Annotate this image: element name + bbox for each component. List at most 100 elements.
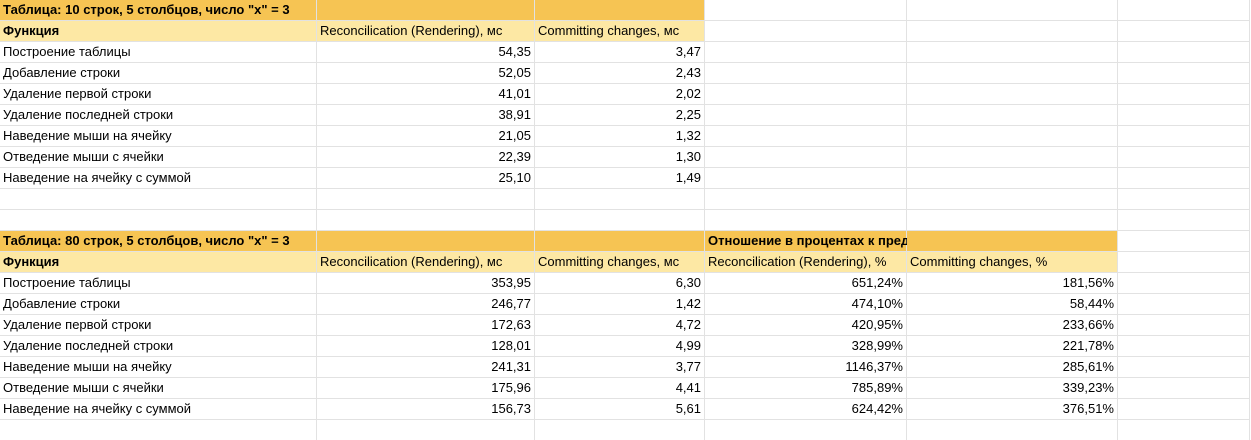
table2-value[interactable]: 339,23% <box>907 378 1118 399</box>
cell-r21-c6[interactable] <box>1118 420 1250 440</box>
cell-r1-c3[interactable] <box>535 0 705 21</box>
cell-r6-c6[interactable] <box>1118 105 1250 126</box>
table2-value[interactable]: 128,01 <box>317 336 535 357</box>
table1-value[interactable]: 22,39 <box>317 147 535 168</box>
table1-value[interactable]: 21,05 <box>317 126 535 147</box>
table2-value[interactable]: 172,63 <box>317 315 535 336</box>
cell-r16-c6[interactable] <box>1118 315 1250 336</box>
table2-ratio-title[interactable]: Отношение в процентах к предыдущим измер… <box>705 231 1047 252</box>
cell-r2-c5[interactable] <box>907 21 1118 42</box>
cell-r10-c6[interactable] <box>1118 189 1250 210</box>
table1-value[interactable]: 41,01 <box>317 84 535 105</box>
cell-r15-c6[interactable] <box>1118 294 1250 315</box>
cell-r11-c3[interactable] <box>535 210 705 231</box>
cell-r10-c3[interactable] <box>535 189 705 210</box>
cell-r6-c4[interactable] <box>705 105 907 126</box>
table2-value[interactable]: 474,10% <box>705 294 907 315</box>
table2-row-label[interactable]: Отведение мыши с ячейки <box>0 378 317 399</box>
cell-r4-c5[interactable] <box>907 63 1118 84</box>
table2-value[interactable]: 285,61% <box>907 357 1118 378</box>
table2-value[interactable]: 785,89% <box>705 378 907 399</box>
table2-value[interactable]: 651,24% <box>705 273 907 294</box>
cell-r11-c6[interactable] <box>1118 210 1250 231</box>
cell-r3-c4[interactable] <box>705 42 907 63</box>
cell-r5-c6[interactable] <box>1118 84 1250 105</box>
cell-r21-c1[interactable] <box>0 420 317 440</box>
cell-r21-c4[interactable] <box>705 420 907 440</box>
cell-r3-c5[interactable] <box>907 42 1118 63</box>
table2-value[interactable]: 5,61 <box>535 399 705 420</box>
cell-r7-c5[interactable] <box>907 126 1118 147</box>
cell-r6-c5[interactable] <box>907 105 1118 126</box>
cell-r11-c4[interactable] <box>705 210 907 231</box>
cell-r5-c5[interactable] <box>907 84 1118 105</box>
table1-row-label[interactable]: Удаление последней строки <box>0 105 317 126</box>
cell-r10-c5[interactable] <box>907 189 1118 210</box>
table2-header-3[interactable]: Committing changes, мс <box>535 252 705 273</box>
table2-value[interactable]: 4,72 <box>535 315 705 336</box>
table1-row-label[interactable]: Отведение мыши с ячейки <box>0 147 317 168</box>
table1-value[interactable]: 2,25 <box>535 105 705 126</box>
table2-value[interactable]: 221,78% <box>907 336 1118 357</box>
table2-header-1[interactable]: Функция <box>0 252 317 273</box>
table2-header-4[interactable]: Reconcilication (Rendering), % <box>705 252 907 273</box>
cell-r9-c5[interactable] <box>907 168 1118 189</box>
table2-value[interactable]: 4,99 <box>535 336 705 357</box>
cell-r2-c6[interactable] <box>1118 21 1250 42</box>
table1-header-2[interactable]: Reconcilication (Rendering), мс <box>317 21 535 42</box>
table2-value[interactable]: 1146,37% <box>705 357 907 378</box>
cell-r7-c4[interactable] <box>705 126 907 147</box>
cell-r17-c6[interactable] <box>1118 336 1250 357</box>
table1-row-label[interactable]: Добавление строки <box>0 63 317 84</box>
table2-value[interactable]: 233,66% <box>907 315 1118 336</box>
cell-r13-c6[interactable] <box>1118 252 1250 273</box>
cell-r20-c6[interactable] <box>1118 399 1250 420</box>
table2-value[interactable]: 241,31 <box>317 357 535 378</box>
cell-r12-c5[interactable] <box>907 231 1118 252</box>
table1-header-1[interactable]: Функция <box>0 21 317 42</box>
cell-r18-c6[interactable] <box>1118 357 1250 378</box>
cell-r8-c4[interactable] <box>705 147 907 168</box>
table1-row-label[interactable]: Удаление первой строки <box>0 84 317 105</box>
table1-value[interactable]: 2,02 <box>535 84 705 105</box>
cell-r1-c5[interactable] <box>907 0 1118 21</box>
table2-value[interactable]: 58,44% <box>907 294 1118 315</box>
table2-value[interactable]: 175,96 <box>317 378 535 399</box>
table1-value[interactable]: 3,47 <box>535 42 705 63</box>
cell-r10-c2[interactable] <box>317 189 535 210</box>
cell-r21-c2[interactable] <box>317 420 535 440</box>
cell-r5-c4[interactable] <box>705 84 907 105</box>
cell-r9-c6[interactable] <box>1118 168 1250 189</box>
table1-row-label[interactable]: Наведение на ячейку с суммой <box>0 168 317 189</box>
cell-r21-c5[interactable] <box>907 420 1118 440</box>
cell-r1-c6[interactable] <box>1118 0 1250 21</box>
cell-r2-c4[interactable] <box>705 21 907 42</box>
cell-r12-c2[interactable] <box>317 231 535 252</box>
cell-r7-c6[interactable] <box>1118 126 1250 147</box>
cell-r12-c3[interactable] <box>535 231 705 252</box>
table1-row-label[interactable]: Построение таблицы <box>0 42 317 63</box>
table1-header-3[interactable]: Committing changes, мс <box>535 21 705 42</box>
table2-header-5[interactable]: Committing changes, % <box>907 252 1118 273</box>
table2-value[interactable]: 246,77 <box>317 294 535 315</box>
table2-value[interactable]: 1,42 <box>535 294 705 315</box>
table2-row-label[interactable]: Удаление последней строки <box>0 336 317 357</box>
table2-value[interactable]: 353,95 <box>317 273 535 294</box>
table1-value[interactable]: 1,32 <box>535 126 705 147</box>
table1-row-label[interactable]: Наведение мыши на ячейку <box>0 126 317 147</box>
table1-value[interactable]: 54,35 <box>317 42 535 63</box>
cell-r11-c1[interactable] <box>0 210 317 231</box>
table2-row-label[interactable]: Наведение на ячейку с суммой <box>0 399 317 420</box>
table2-row-label[interactable]: Построение таблицы <box>0 273 317 294</box>
table2-value[interactable]: 328,99% <box>705 336 907 357</box>
table2-value[interactable]: 156,73 <box>317 399 535 420</box>
cell-r19-c6[interactable] <box>1118 378 1250 399</box>
table1-value[interactable]: 38,91 <box>317 105 535 126</box>
cell-r12-c6[interactable] <box>1118 231 1250 252</box>
table1-value[interactable]: 1,30 <box>535 147 705 168</box>
cell-r11-c5[interactable] <box>907 210 1118 231</box>
table2-title[interactable]: Таблица: 80 строк, 5 столбцов, число "x"… <box>0 231 317 252</box>
cell-r9-c4[interactable] <box>705 168 907 189</box>
cell-r4-c6[interactable] <box>1118 63 1250 84</box>
table2-value[interactable]: 376,51% <box>907 399 1118 420</box>
